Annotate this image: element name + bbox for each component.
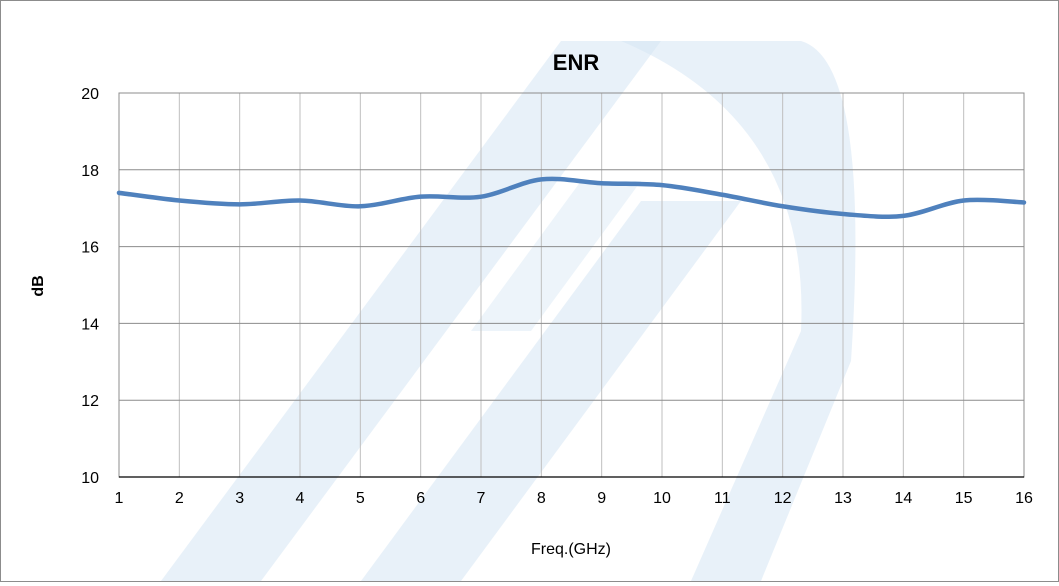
x-tick-label: 9 [597, 490, 606, 507]
x-tick-label: 6 [416, 490, 425, 507]
x-tick-label: 2 [175, 490, 184, 507]
y-tick-label: 14 [81, 316, 99, 333]
x-tick-label: 15 [955, 490, 973, 507]
y-tick-labels: 10 12 14 16 18 20 [81, 86, 99, 487]
x-tick-label: 13 [834, 490, 852, 507]
x-tick-label: 7 [477, 490, 486, 507]
x-tick-label: 8 [537, 490, 546, 507]
x-tick-label: 12 [774, 490, 792, 507]
y-tick-label: 20 [81, 86, 99, 103]
y-tick-label: 18 [81, 163, 99, 180]
chart-title: ENR [553, 50, 600, 75]
y-tick-label: 12 [81, 393, 99, 410]
x-tick-label: 1 [115, 490, 124, 507]
x-tick-label: 3 [235, 490, 244, 507]
x-tick-label: 4 [296, 490, 305, 507]
x-tick-label: 11 [714, 490, 731, 507]
y-tick-label: 16 [81, 240, 99, 257]
x-tick-label: 14 [894, 490, 912, 507]
watermark-logo [161, 41, 855, 581]
x-axis-title: Freq.(GHz) [531, 541, 611, 558]
x-tick-label: 5 [356, 490, 365, 507]
x-tick-label: 16 [1015, 490, 1033, 507]
x-tick-label: 10 [653, 490, 671, 507]
y-axis-title: dB [30, 275, 47, 296]
y-tick-label: 10 [81, 470, 99, 487]
